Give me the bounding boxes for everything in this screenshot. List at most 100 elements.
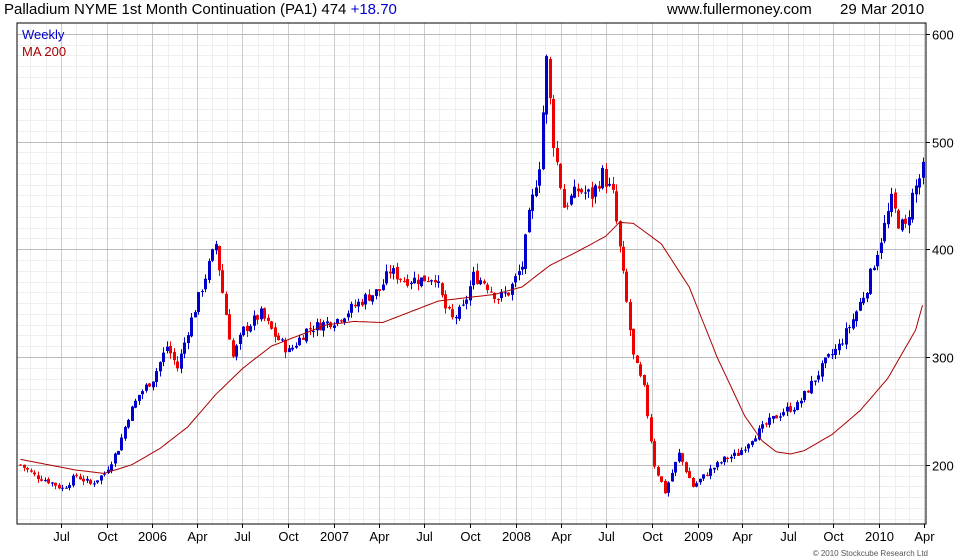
candle-body (103, 473, 106, 475)
candle-body (260, 308, 263, 320)
candle-body (347, 313, 350, 318)
candle-body (612, 183, 615, 190)
candle-body (504, 292, 507, 294)
candle-body (862, 297, 865, 304)
candle-body (643, 374, 646, 386)
candle-body (685, 462, 688, 473)
candle-body (159, 362, 162, 372)
candle-body (911, 192, 914, 220)
candle-body (385, 271, 388, 284)
candle-body (218, 246, 221, 271)
candle-body (291, 347, 294, 350)
candle-body (284, 339, 287, 353)
candle-body (800, 400, 803, 404)
candle-body (883, 222, 886, 242)
candle-body (465, 299, 468, 304)
candle-body (368, 294, 371, 301)
candle-body (639, 364, 642, 376)
candle-body (528, 209, 531, 233)
candle-body (514, 276, 517, 283)
x-tick-label: Oct (97, 529, 118, 544)
candle-body (183, 342, 186, 354)
candle-body (396, 266, 399, 280)
candle-body (876, 254, 879, 267)
candle-body (187, 335, 190, 344)
candle-body (134, 400, 137, 408)
candle-body (364, 294, 367, 305)
candle-body (887, 211, 890, 225)
price-change: +18.70 (350, 1, 397, 18)
site-link[interactable]: www.fullermoney.com (667, 1, 812, 18)
candle-body (361, 301, 364, 306)
candle-body (660, 476, 663, 482)
candle-body (866, 293, 869, 299)
candle-body (598, 186, 601, 189)
candle-body (469, 286, 472, 301)
candle-body (58, 484, 61, 489)
candle-body (559, 164, 562, 188)
candle-body (100, 475, 103, 481)
candle-body (309, 328, 312, 330)
candle-body (524, 234, 527, 269)
candle-body (242, 326, 245, 336)
candle-body (127, 419, 130, 428)
candle-body (476, 270, 479, 284)
x-tick-label: Oct (823, 529, 844, 544)
candle-body (834, 348, 837, 356)
candle-body (904, 218, 907, 224)
x-tick-label: 2008 (502, 529, 531, 544)
candle-body (521, 266, 524, 270)
candle-body (267, 317, 270, 321)
candle-body (674, 461, 677, 473)
candle-body (197, 292, 200, 313)
candle-body (646, 384, 649, 417)
candle-body (180, 353, 183, 369)
candle-body (692, 478, 695, 487)
candle-body (166, 346, 169, 352)
candle-body (256, 315, 259, 320)
x-tick-label: 2009 (684, 529, 713, 544)
candle-body (545, 56, 548, 115)
candle-body (54, 482, 57, 486)
candle-body (810, 380, 813, 394)
candle-body (403, 280, 406, 282)
candle-body (695, 483, 698, 487)
x-tick-label: Jul (780, 529, 797, 544)
candle-body (249, 326, 252, 332)
x-tick-label: 2010 (865, 529, 894, 544)
candle-body (204, 278, 207, 290)
candle-body (44, 480, 47, 482)
candle-body (434, 279, 437, 283)
candle-body (392, 268, 395, 274)
candle-body (253, 315, 256, 326)
x-tick-label: Apr (732, 529, 753, 544)
candle-body (688, 471, 691, 479)
candle-body (23, 464, 26, 468)
candle-body (796, 402, 799, 411)
candle-body (221, 270, 224, 293)
candle-body (281, 339, 284, 341)
candle-body (441, 283, 444, 296)
candle-body (75, 474, 78, 476)
candle-body (538, 169, 541, 186)
candle-body (263, 308, 266, 319)
candle-body (563, 188, 566, 208)
candle-body (831, 354, 834, 356)
candle-body (570, 195, 573, 205)
candle-body (786, 406, 789, 412)
candle-body (852, 319, 855, 329)
candle-body (855, 311, 858, 322)
candle-body (622, 246, 625, 271)
candle-body (389, 271, 392, 274)
candle-body (302, 337, 305, 340)
candle-body (162, 352, 165, 363)
candle-body (615, 191, 618, 222)
candle-body (86, 479, 89, 481)
candle-body (148, 383, 151, 387)
candle-body (723, 456, 726, 463)
candle-body (486, 284, 489, 291)
candle-body (114, 453, 117, 464)
candle-body (706, 474, 709, 476)
x-tick-label: Jul (53, 529, 70, 544)
candle-body (47, 479, 50, 484)
